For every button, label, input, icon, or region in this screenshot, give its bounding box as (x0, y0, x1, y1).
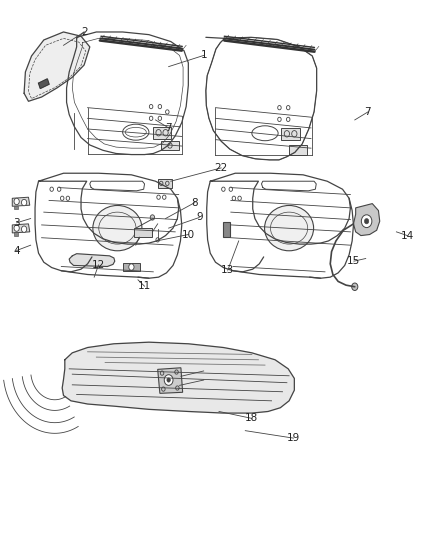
Circle shape (14, 198, 19, 205)
Circle shape (150, 215, 155, 220)
Polygon shape (12, 197, 30, 206)
Bar (123, 263, 140, 271)
Text: 18: 18 (245, 414, 258, 423)
Text: 11: 11 (138, 281, 151, 291)
Circle shape (164, 375, 173, 385)
Text: 3: 3 (13, 218, 20, 228)
Text: 7: 7 (364, 107, 371, 117)
Circle shape (21, 226, 27, 232)
Polygon shape (39, 79, 49, 88)
Polygon shape (24, 32, 90, 101)
Circle shape (129, 264, 134, 270)
Bar (134, 228, 152, 237)
Polygon shape (69, 254, 115, 266)
Bar (14, 232, 18, 236)
Text: 19: 19 (287, 433, 300, 443)
Bar (153, 127, 171, 139)
Polygon shape (12, 224, 30, 233)
Text: 10: 10 (182, 230, 195, 239)
Circle shape (14, 225, 19, 231)
Bar (289, 145, 307, 155)
Text: 2: 2 (81, 27, 88, 37)
Polygon shape (158, 368, 183, 393)
Text: 4: 4 (13, 246, 20, 255)
Bar (223, 222, 230, 237)
Text: 14: 14 (401, 231, 414, 240)
Text: 12: 12 (92, 260, 105, 270)
Polygon shape (353, 204, 380, 236)
Text: 15: 15 (347, 256, 360, 266)
Text: 1: 1 (200, 51, 207, 60)
Circle shape (361, 215, 372, 228)
Text: 7: 7 (165, 123, 172, 133)
Ellipse shape (265, 206, 314, 251)
Text: 22: 22 (215, 163, 228, 173)
Bar (281, 128, 300, 140)
Circle shape (21, 199, 27, 206)
Ellipse shape (93, 206, 142, 251)
Text: 9: 9 (196, 213, 203, 222)
Bar (161, 141, 179, 150)
Bar (158, 179, 172, 188)
Circle shape (364, 219, 369, 224)
Polygon shape (62, 342, 294, 413)
Text: 13: 13 (221, 265, 234, 275)
Circle shape (167, 378, 170, 382)
Circle shape (352, 283, 358, 290)
Text: 8: 8 (191, 198, 198, 207)
Bar (14, 206, 18, 209)
